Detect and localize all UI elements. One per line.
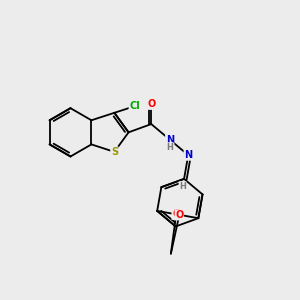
Text: O: O <box>172 209 180 219</box>
Text: S: S <box>111 147 118 157</box>
Text: Cl: Cl <box>129 101 140 111</box>
Text: O: O <box>147 99 155 109</box>
Text: H: H <box>166 143 173 152</box>
Text: N: N <box>184 150 192 160</box>
Text: N: N <box>166 135 174 145</box>
Text: H: H <box>179 182 186 191</box>
Text: O: O <box>175 210 184 220</box>
